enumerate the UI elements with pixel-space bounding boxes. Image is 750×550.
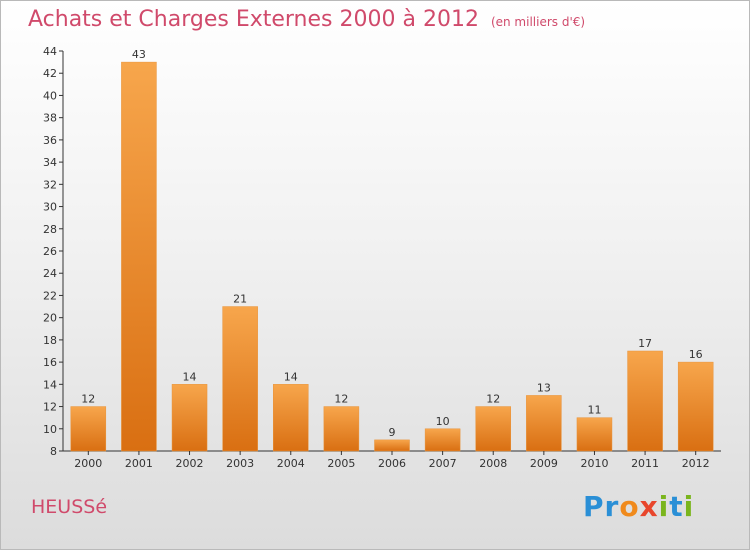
y-tick-label: 10: [43, 423, 57, 436]
bar-2007: [424, 428, 461, 452]
y-tick-label: 40: [43, 89, 57, 102]
y-tick-label: 26: [43, 245, 57, 258]
logo-letter: t: [669, 490, 684, 523]
y-tick-label: 18: [43, 334, 57, 347]
bar-2011: [627, 350, 663, 452]
x-tick-label: 2007: [429, 457, 457, 470]
data-label-2001: 43: [132, 48, 146, 61]
y-tick-label: 14: [43, 378, 57, 391]
x-tick-label: 2002: [176, 457, 204, 470]
bar-2005: [323, 406, 360, 452]
y-tick-label: 38: [43, 112, 57, 125]
data-label-2012: 16: [689, 348, 703, 361]
y-tick-label: 16: [43, 356, 57, 369]
bar-2010: [576, 417, 613, 452]
x-tick-label: 2008: [479, 457, 507, 470]
data-label-2005: 12: [334, 393, 348, 406]
x-tick-label: 2004: [277, 457, 305, 470]
data-label-2010: 11: [587, 404, 601, 417]
bar-2009: [526, 395, 562, 452]
chart-subtitle: (en milliers d'€): [490, 15, 586, 29]
x-tick-label: 2012: [682, 457, 710, 470]
y-tick-label: 30: [43, 201, 57, 214]
y-tick-label: 8: [50, 445, 57, 458]
x-tick-label: 2003: [226, 457, 254, 470]
y-tick-label: 34: [43, 156, 57, 169]
data-label-2003: 21: [233, 293, 247, 306]
logo-letter: r: [604, 490, 620, 523]
data-label-2008: 12: [486, 393, 500, 406]
logo-letter: i: [658, 490, 670, 523]
y-tick-label: 12: [43, 401, 57, 414]
y-tick-label: 36: [43, 134, 57, 147]
data-label-2002: 14: [183, 370, 197, 383]
bar-2000: [70, 406, 107, 452]
bar-2002: [171, 384, 208, 452]
title-text: Achats et Charges Externes 2000 à 2012: [28, 7, 479, 32]
logo-letter: i: [683, 490, 695, 523]
bar-2001: [121, 61, 157, 452]
bar-2003: [222, 306, 258, 452]
bar-2008: [475, 406, 511, 452]
x-tick-label: 2006: [378, 457, 406, 470]
data-label-2006: 9: [389, 426, 396, 439]
y-tick-label: 22: [43, 289, 57, 302]
data-label-2007: 10: [436, 415, 450, 428]
bar-2012: [677, 361, 714, 452]
y-tick-label: 42: [43, 67, 57, 80]
data-label-2004: 14: [284, 370, 298, 383]
proxiti-logo: Proxiti: [583, 490, 694, 523]
bar-2004: [273, 384, 309, 452]
bar-2006: [374, 439, 410, 452]
place-name: HEUSSé: [31, 496, 108, 518]
y-tick-label: 24: [43, 267, 57, 280]
x-tick-label: 2000: [74, 457, 102, 470]
logo-letter: P: [583, 490, 605, 523]
y-tick-label: 20: [43, 312, 57, 325]
logo-letter: o: [619, 490, 640, 523]
logo-letter: x: [639, 490, 659, 523]
x-tick-label: 2001: [125, 457, 153, 470]
y-tick-label: 44: [43, 45, 57, 58]
x-tick-label: 2011: [631, 457, 659, 470]
data-label-2011: 17: [638, 337, 652, 350]
data-label-2009: 13: [537, 381, 551, 394]
x-tick-label: 2010: [580, 457, 608, 470]
x-tick-label: 2005: [327, 457, 355, 470]
x-tick-label: 2009: [530, 457, 558, 470]
data-label-2000: 12: [81, 393, 95, 406]
chart-title: Achats et Charges Externes 2000 à 2012 (e…: [28, 7, 585, 32]
y-tick-label: 28: [43, 223, 57, 236]
y-tick-label: 32: [43, 178, 57, 191]
